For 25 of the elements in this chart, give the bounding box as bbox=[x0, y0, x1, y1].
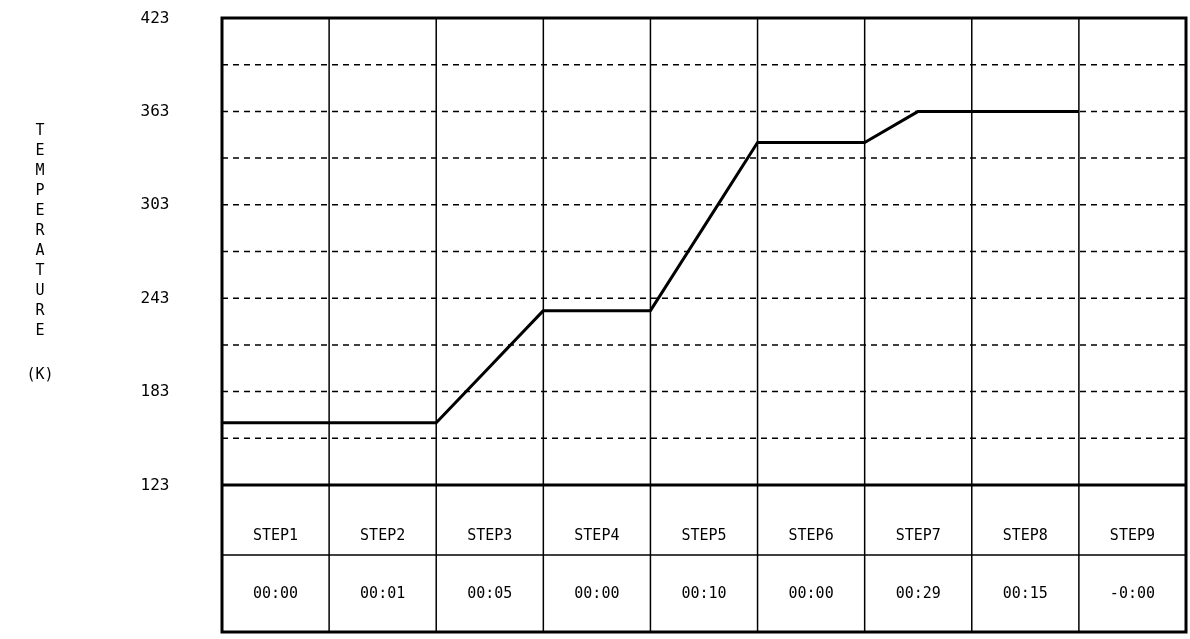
text: 00:05 bbox=[467, 584, 513, 602]
x-tick-label: STEP3 bbox=[467, 525, 513, 544]
text: -0:00 bbox=[1109, 584, 1156, 602]
x-tick-label: STEP4 bbox=[574, 525, 620, 544]
y-tick-label: 303 bbox=[140, 194, 170, 214]
text: 00:00 bbox=[252, 584, 299, 602]
y-tick-label: 243 bbox=[140, 287, 170, 307]
y-tick-label: 423 bbox=[140, 7, 170, 27]
text: 00:10 bbox=[681, 584, 727, 602]
y-tick-label: 183 bbox=[140, 381, 170, 401]
text: 00:29 bbox=[895, 584, 941, 602]
x-tick-label: STEP7 bbox=[895, 525, 941, 544]
text: TEMPERATURE (K) bbox=[26, 120, 54, 383]
text: 00:15 bbox=[1002, 584, 1048, 602]
text: 00:00 bbox=[788, 584, 834, 602]
x-tick-label: STEP5 bbox=[681, 525, 727, 544]
y-tick-label: 363 bbox=[140, 100, 170, 120]
text: 00:00 bbox=[574, 584, 620, 602]
text: 00:01 bbox=[360, 584, 406, 602]
x-tick-label: STEP9 bbox=[1109, 525, 1156, 544]
x-tick-label: STEP8 bbox=[1002, 525, 1048, 544]
x-tick-label: STEP1 bbox=[252, 525, 299, 544]
y-tick-label: 123 bbox=[140, 474, 170, 494]
x-tick-label: STEP2 bbox=[360, 525, 406, 544]
x-tick-label: STEP6 bbox=[788, 525, 834, 544]
